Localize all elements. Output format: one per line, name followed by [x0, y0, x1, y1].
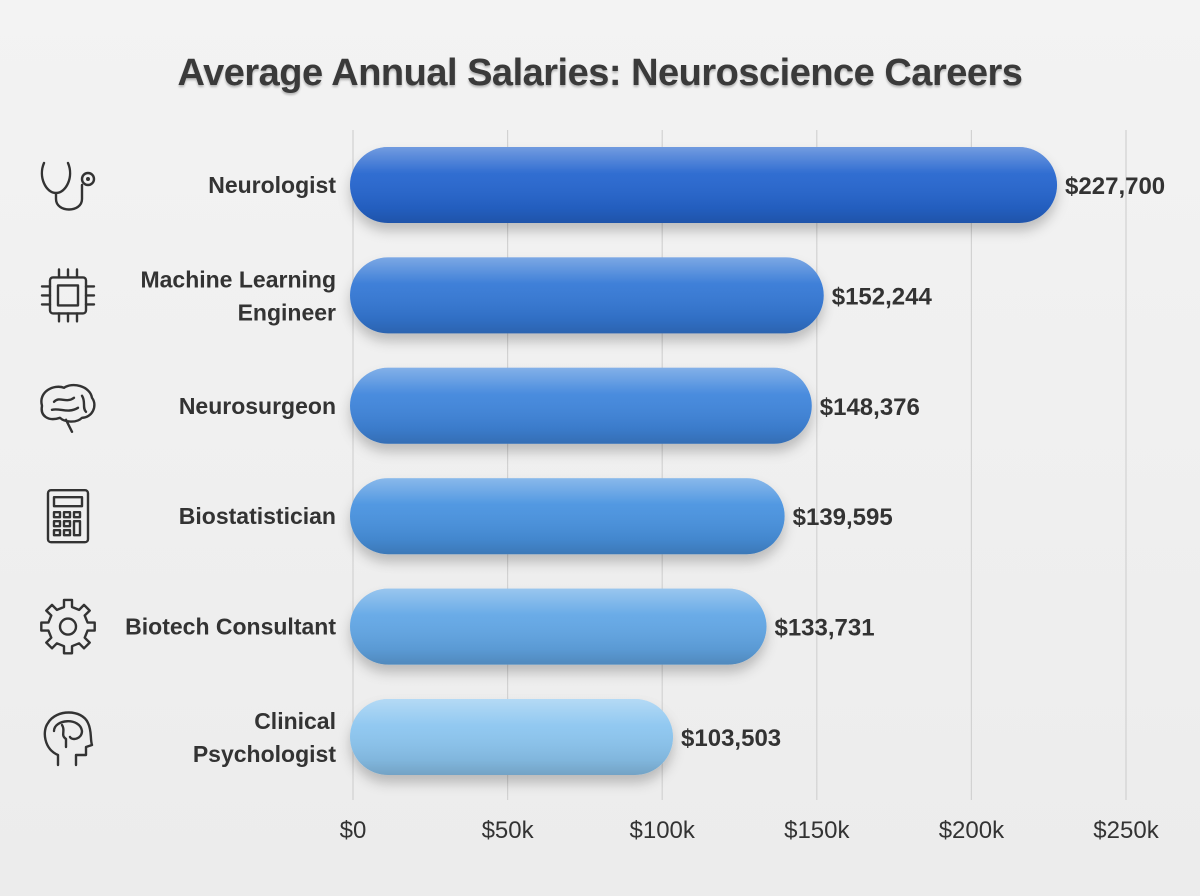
calc-body	[46, 489, 90, 544]
category-label: Biostatistician	[179, 503, 336, 529]
category-label: Psychologist	[193, 741, 336, 767]
bar-gloss	[350, 257, 824, 334]
gear-hole	[58, 617, 78, 636]
calc-key	[52, 520, 62, 528]
chip-pin	[40, 268, 96, 323]
calc-key	[62, 529, 72, 537]
category-label: Neurosurgeon	[179, 393, 336, 419]
category-label: Biotech Consultant	[125, 614, 336, 640]
calc-key	[62, 520, 72, 528]
value-label: $133,731	[774, 615, 874, 642]
chip-pin	[40, 268, 96, 323]
calc-key	[52, 529, 62, 537]
head-brain-icon	[43, 711, 94, 767]
chip-body	[48, 276, 88, 315]
brain-outline	[40, 383, 96, 433]
bar-gloss	[350, 147, 1058, 223]
bar-gloss	[350, 478, 785, 555]
x-tick-label: $150k	[784, 817, 850, 844]
category-label: Clinical	[254, 708, 336, 734]
calc-screen	[52, 496, 84, 508]
value-label: $152,244	[832, 283, 933, 310]
head-outline	[43, 711, 94, 767]
value-label: $227,700	[1065, 173, 1165, 200]
x-tick-label: $200k	[939, 817, 1005, 844]
value-label: $139,595	[793, 504, 893, 531]
category-label: Engineer	[238, 299, 336, 325]
brain-icon	[40, 383, 96, 433]
chip-core	[56, 284, 80, 307]
calc-key	[62, 511, 72, 519]
microchip-icon	[40, 268, 96, 323]
bar-gloss	[350, 699, 674, 775]
bar-gloss	[350, 367, 812, 444]
calc-key	[72, 520, 82, 537]
x-tick-label: $50k	[482, 817, 535, 844]
x-tick-label: $0	[340, 817, 367, 844]
gear-icon	[40, 598, 96, 655]
head-brain	[52, 720, 84, 749]
bar-gloss	[350, 588, 767, 665]
x-tick-label: $250k	[1093, 817, 1159, 844]
stethoscope-chest	[80, 171, 96, 187]
calc-key	[72, 511, 82, 519]
value-label: $103,503	[681, 725, 781, 752]
chip-pin	[40, 268, 96, 323]
stethoscope-dot	[86, 177, 90, 181]
chart-title: Average Annual Salaries: Neuroscience Ca…	[177, 52, 1023, 94]
stethoscope-icon	[40, 161, 96, 211]
category-label: Neurologist	[208, 172, 336, 198]
x-tick-label: $100k	[630, 817, 696, 844]
value-label: $148,376	[820, 394, 920, 421]
calc-key	[52, 511, 62, 519]
stethoscope-tube	[40, 161, 84, 211]
category-label: Machine Learning	[140, 266, 336, 292]
gear-outline	[40, 598, 96, 655]
calculator-icon	[46, 489, 90, 544]
